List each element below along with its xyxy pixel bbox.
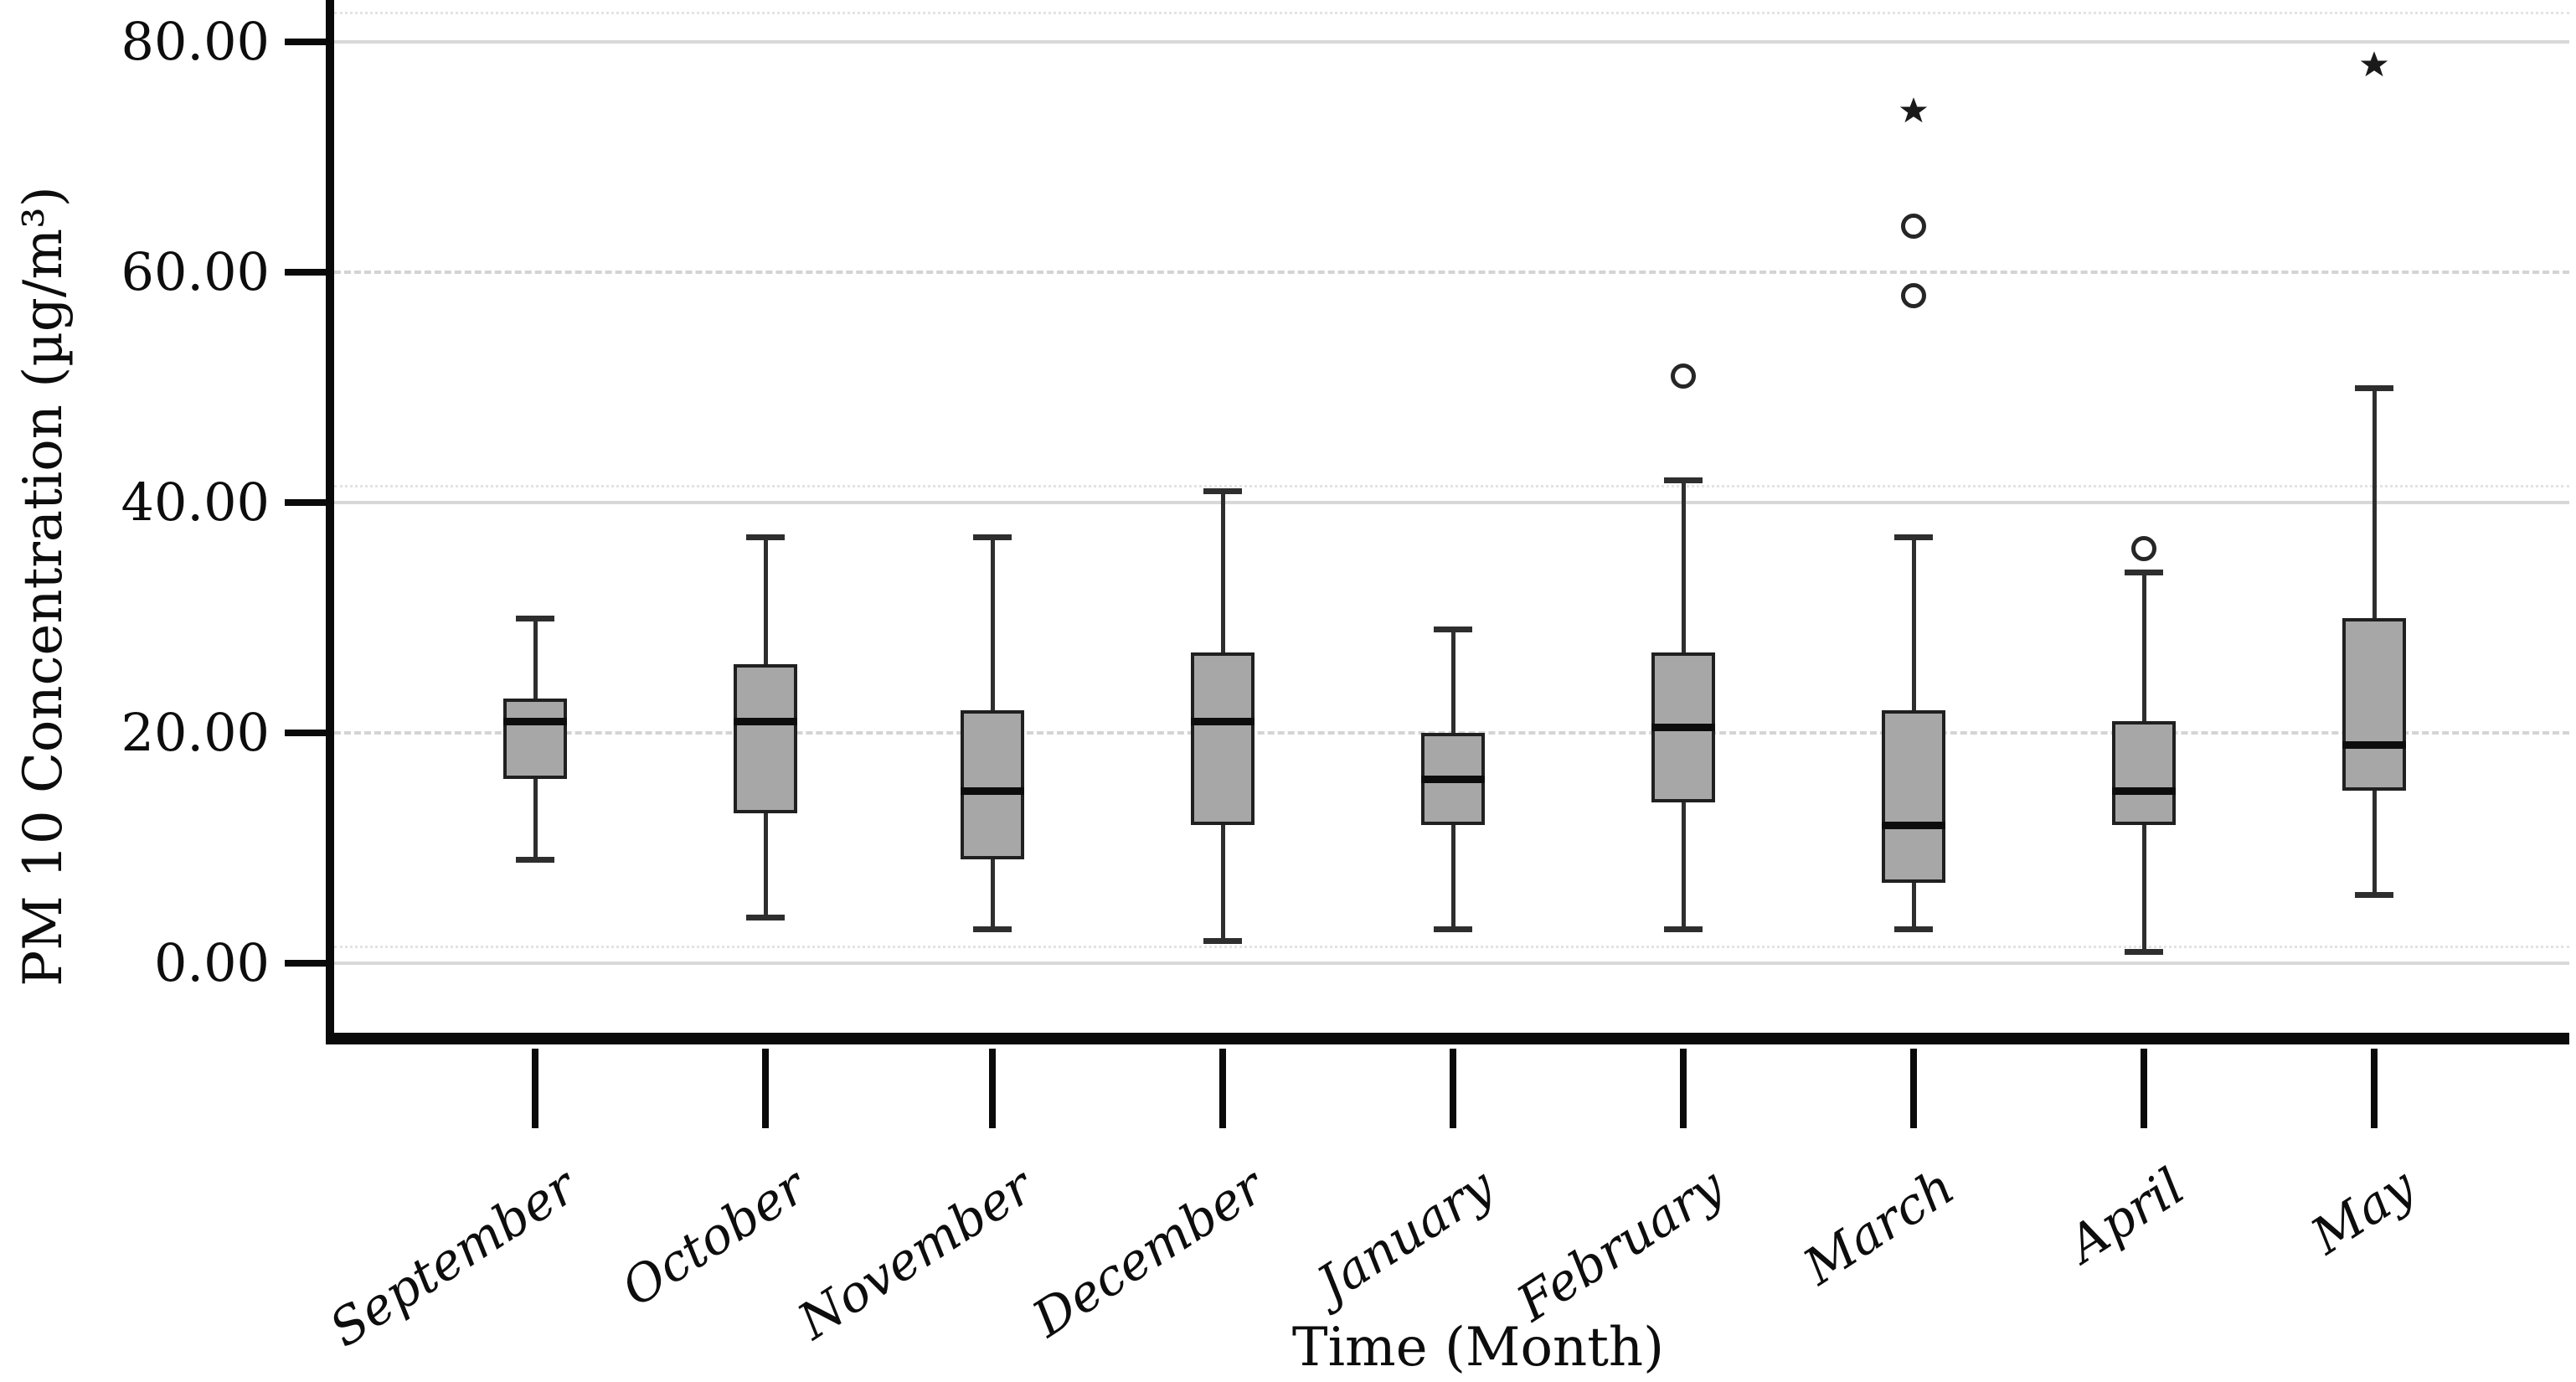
outlier-circle-march-0 <box>1901 282 1926 308</box>
y-tick-label-60: 60.00 <box>121 241 270 302</box>
gridline-artifact-2 <box>334 946 2569 948</box>
y-tick-80 <box>285 39 333 45</box>
box-may <box>2342 617 2406 791</box>
lower-whisker-december <box>1221 825 1225 941</box>
median-january <box>1421 776 1485 783</box>
lower-whisker-april <box>2142 825 2146 952</box>
median-september <box>503 718 567 726</box>
box-october <box>734 663 797 814</box>
x-tick-january <box>1450 1049 1456 1128</box>
median-december <box>1191 718 1255 726</box>
upper-whisker-march <box>1912 537 1916 710</box>
median-october <box>734 718 797 726</box>
lower-whisker-september <box>533 779 538 860</box>
outlier-circle-april-0 <box>2131 536 2156 561</box>
upper-whisker-september <box>533 617 538 699</box>
median-february <box>1651 724 1715 732</box>
box-november <box>961 709 1024 860</box>
x-axis-title: Time (Month) <box>1291 1317 1665 1379</box>
gridline-0 <box>334 962 2569 965</box>
lower-whisker-cap-march <box>1894 926 1933 932</box>
lower-whisker-cap-may <box>2355 891 2393 898</box>
y-tick-40 <box>285 499 333 506</box>
x-tick-october <box>762 1049 769 1128</box>
lower-whisker-february <box>1682 802 1686 929</box>
y-tick-20 <box>285 730 333 736</box>
y-tick-label-40: 40.00 <box>121 472 270 533</box>
lower-whisker-cap-september <box>516 857 554 864</box>
x-tick-december <box>1219 1049 1226 1128</box>
median-may <box>2342 740 2406 749</box>
lower-whisker-january <box>1451 825 1455 929</box>
median-march <box>1882 822 1945 829</box>
y-tick-label-80: 80.00 <box>121 11 270 72</box>
x-tick-march <box>1910 1049 1917 1128</box>
upper-whisker-cap-april <box>2125 569 2163 575</box>
box-september <box>503 698 567 779</box>
gridline-40 <box>334 501 2569 504</box>
upper-whisker-may <box>2372 387 2377 618</box>
lower-whisker-cap-april <box>2125 949 2163 956</box>
lower-whisker-cap-november <box>973 926 1012 932</box>
y-tick-label-20: 20.00 <box>121 702 270 763</box>
lower-whisker-november <box>991 859 995 929</box>
lower-whisker-october <box>764 813 768 917</box>
gridline-artifact-1 <box>334 485 2569 487</box>
upper-whisker-cap-october <box>746 534 785 541</box>
y-tick-label-0: 0.00 <box>153 932 270 993</box>
extreme-star-marker-march-0 <box>1899 96 1929 126</box>
lower-whisker-cap-december <box>1203 937 1242 944</box>
upper-whisker-cap-november <box>973 534 1012 541</box>
upper-whisker-cap-may <box>2355 384 2393 391</box>
upper-whisker-april <box>2142 571 2146 722</box>
upper-whisker-cap-february <box>1664 477 1703 483</box>
gridline-60 <box>334 271 2569 274</box>
y-tick-60 <box>285 269 333 276</box>
gridline-80 <box>334 40 2569 44</box>
upper-whisker-november <box>991 537 995 710</box>
x-tick-november <box>989 1049 996 1128</box>
upper-whisker-cap-december <box>1203 488 1242 495</box>
x-tick-february <box>1680 1049 1687 1128</box>
lower-whisker-may <box>2372 790 2377 895</box>
median-november <box>961 786 1024 795</box>
upper-whisker-january <box>1451 629 1455 733</box>
lower-whisker-cap-january <box>1434 926 1472 932</box>
upper-whisker-cap-march <box>1894 534 1933 541</box>
x-tick-may <box>2371 1049 2378 1128</box>
y-axis-line <box>326 0 334 1044</box>
upper-whisker-february <box>1682 479 1686 652</box>
lower-whisker-cap-october <box>746 915 785 920</box>
x-tick-april <box>2141 1049 2147 1128</box>
box-december <box>1191 652 1255 825</box>
y-axis-title: PM 10 Concentration (µg/m³) <box>13 186 75 987</box>
outlier-circle-february-0 <box>1671 363 1696 389</box>
upper-whisker-october <box>764 537 768 664</box>
upper-whisker-cap-january <box>1434 627 1472 633</box>
upper-whisker-december <box>1221 491 1225 652</box>
x-axis-line <box>326 1033 2569 1044</box>
lower-whisker-cap-february <box>1664 926 1703 932</box>
extreme-star-marker-may-0 <box>2359 50 2389 80</box>
box-march <box>1882 709 1945 883</box>
x-tick-september <box>532 1049 538 1128</box>
box-april <box>2112 721 2176 825</box>
lower-whisker-march <box>1912 882 1916 929</box>
y-tick-0 <box>285 960 333 967</box>
outlier-circle-march-1 <box>1901 214 1926 239</box>
gridline-artifact-0 <box>334 12 2569 14</box>
median-april <box>2112 786 2176 795</box>
upper-whisker-cap-september <box>516 615 554 621</box>
